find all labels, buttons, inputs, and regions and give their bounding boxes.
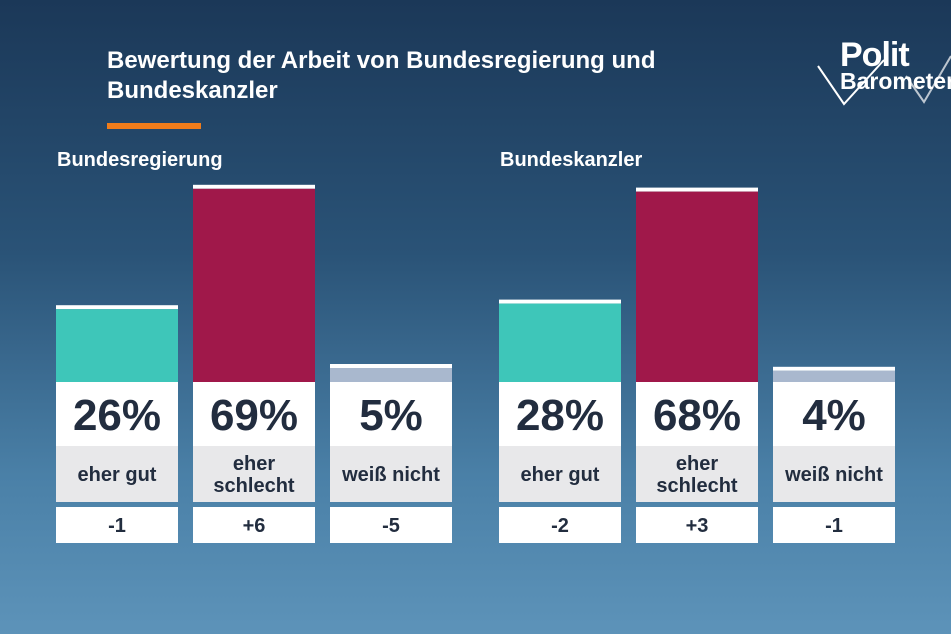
change-box-weiss-nicht bbox=[773, 507, 895, 543]
value-label-eher-schlecht: 69% bbox=[210, 391, 298, 440]
bar-cap-eher-gut bbox=[56, 305, 178, 310]
bar-cap-eher-gut bbox=[499, 299, 621, 304]
value-label-eher-gut: 26% bbox=[73, 391, 161, 440]
category-band-weiss-nicht bbox=[330, 446, 452, 502]
category-label-weiss-nicht: weiß nicht bbox=[784, 464, 883, 486]
category-label-weiss-nicht: weiß nicht bbox=[341, 464, 440, 486]
category-label-eher-schlecht: eher bbox=[676, 453, 718, 475]
change-label-eher-schlecht: +6 bbox=[243, 515, 266, 537]
value-card-eher-schlecht bbox=[193, 382, 315, 446]
bar-cap-weiss-nicht bbox=[330, 364, 452, 368]
bar-cap-weiss-nicht bbox=[773, 366, 895, 371]
value-label-eher-gut: 28% bbox=[516, 391, 604, 440]
change-box-eher-schlecht bbox=[636, 507, 758, 543]
bar-eher-schlecht bbox=[636, 191, 758, 382]
change-label-eher-gut: -1 bbox=[108, 515, 126, 537]
change-box-eher-schlecht bbox=[193, 507, 315, 543]
category-label-eher-schlecht: schlecht bbox=[656, 475, 737, 497]
value-label-eher-schlecht: 68% bbox=[653, 391, 741, 440]
bar-weiss-nicht bbox=[330, 368, 452, 382]
category-label-eher-gut: eher gut bbox=[521, 464, 600, 486]
category-band-eher-schlecht bbox=[636, 446, 758, 502]
politbarometer-logo: Polit Barometer bbox=[814, 36, 951, 106]
change-box-eher-gut bbox=[56, 507, 178, 543]
bar-eher-schlecht bbox=[193, 188, 315, 382]
category-band-weiss-nicht bbox=[773, 446, 895, 502]
category-label-eher-schlecht: eher bbox=[233, 453, 275, 475]
logo-line1: Polit bbox=[840, 36, 910, 74]
value-card-eher-gut bbox=[499, 382, 621, 446]
value-label-weiss-nicht: 4% bbox=[802, 391, 866, 440]
change-label-weiss-nicht: -1 bbox=[825, 515, 843, 537]
title-accent-bar bbox=[107, 123, 201, 129]
value-card-weiss-nicht bbox=[773, 382, 895, 446]
bar-cap-eher-schlecht bbox=[636, 187, 758, 192]
bar-weiss-nicht bbox=[773, 370, 895, 382]
panel-title-bundesregierung: Bundesregierung bbox=[57, 149, 223, 171]
chart-title: Bewertung der Arbeit von Bundesregierung… bbox=[107, 47, 656, 104]
checkmark-icon bbox=[817, 55, 951, 106]
value-card-eher-schlecht bbox=[636, 382, 758, 446]
bar-eher-gut bbox=[499, 303, 621, 382]
category-band-eher-gut bbox=[56, 446, 178, 502]
change-label-eher-schlecht: +3 bbox=[686, 515, 709, 537]
bar-eher-gut bbox=[56, 309, 178, 382]
category-band-eher-gut bbox=[499, 446, 621, 502]
change-label-weiss-nicht: -5 bbox=[382, 515, 400, 537]
change-box-eher-gut bbox=[499, 507, 621, 543]
category-label-eher-schlecht: schlecht bbox=[213, 475, 294, 497]
category-band-eher-schlecht bbox=[193, 446, 315, 502]
change-label-eher-gut: -2 bbox=[551, 515, 569, 537]
value-card-eher-gut bbox=[56, 382, 178, 446]
logo-line2: Barometer bbox=[840, 68, 951, 94]
value-label-weiss-nicht: 5% bbox=[359, 391, 423, 440]
change-box-weiss-nicht bbox=[330, 507, 452, 543]
bar-cap-eher-schlecht bbox=[193, 184, 315, 189]
panel-title-bundeskanzler: Bundeskanzler bbox=[500, 149, 643, 171]
category-label-eher-gut: eher gut bbox=[78, 464, 157, 486]
value-card-weiss-nicht bbox=[330, 382, 452, 446]
